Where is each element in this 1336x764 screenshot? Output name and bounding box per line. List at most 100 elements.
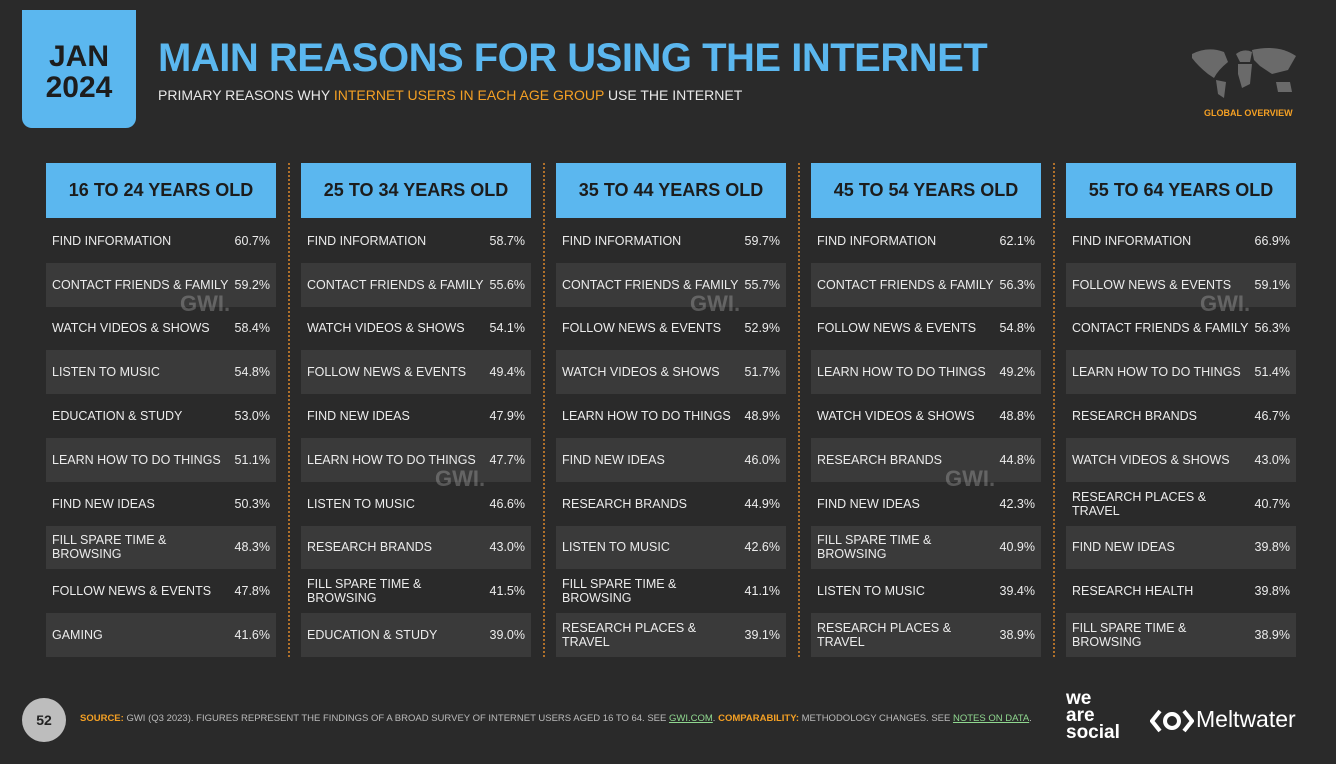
table-row: FIND INFORMATION 60.7%	[46, 219, 276, 263]
comparability-text: METHODOLOGY CHANGES. SEE	[801, 713, 951, 724]
row-value: 42.3%	[999, 496, 1035, 511]
table-row: CONTACT FRIENDS & FAMILY 59.2%	[46, 262, 276, 307]
watermark: GWI.	[180, 290, 231, 316]
world-map-icon	[1192, 48, 1296, 98]
row-label: FIND INFORMATION	[562, 233, 682, 248]
row-label: LEARN HOW TO DO THINGS	[562, 409, 731, 424]
column-separator	[543, 163, 545, 657]
row-label: RESEARCH PLACES & TRAVEL	[817, 621, 952, 650]
column-heading: 35 TO 44 YEARS OLD	[556, 163, 786, 218]
row-value: 54.8%	[999, 321, 1035, 336]
row-label: FOLLOW NEWS & EVENTS	[562, 321, 722, 336]
row-value: 54.1%	[489, 321, 525, 336]
row-value: 40.7%	[1254, 496, 1290, 511]
row-label: FILL SPARE TIME & BROWSING	[817, 533, 932, 562]
row-label: EDUCATION & STUDY	[52, 409, 183, 424]
row-label: LEARN HOW TO DO THINGS	[52, 452, 221, 467]
table-row: FOLLOW NEWS & EVENTS 47.8%	[46, 569, 276, 613]
row-label: FOLLOW NEWS & EVENTS	[817, 321, 977, 336]
source-label: SOURCE:	[80, 713, 124, 724]
row-label: FOLLOW NEWS & EVENTS	[52, 584, 212, 599]
column-heading: 45 TO 54 YEARS OLD	[811, 163, 1041, 218]
row-label: WATCH VIDEOS & SHOWS	[307, 321, 465, 336]
row-label: LISTEN TO MUSIC	[817, 584, 925, 599]
page-number: 52	[22, 698, 66, 742]
logo-line: social	[1066, 722, 1120, 743]
table-row: FILL SPARE TIME & BROWSING 40.9%	[811, 525, 1041, 570]
row-value: 41.1%	[744, 584, 780, 599]
table-row: FILL SPARE TIME & BROWSING 41.5%	[301, 569, 531, 613]
row-value: 42.6%	[744, 540, 780, 555]
row-label: LISTEN TO MUSIC	[52, 365, 160, 380]
row-value: 59.2%	[234, 277, 270, 292]
table-row: CONTACT FRIENDS & FAMILY 55.6%	[301, 262, 531, 307]
row-label: LEARN HOW TO DO THINGS	[307, 452, 476, 467]
row-label: LEARN HOW TO DO THINGS	[1072, 365, 1241, 380]
row-label: RESEARCH BRANDS	[562, 496, 688, 511]
source-link[interactable]: GWI.COM	[668, 713, 713, 724]
row-value: 39.0%	[489, 628, 525, 643]
table-row: CONTACT FRIENDS & FAMILY 55.7%	[556, 262, 786, 307]
notes-link[interactable]: NOTES ON DATA	[952, 713, 1030, 724]
row-label: RESEARCH HEALTH	[1072, 584, 1194, 599]
row-value: 48.8%	[999, 409, 1035, 424]
table-row: FIND NEW IDEAS 39.8%	[1066, 525, 1296, 570]
column-heading: 55 TO 64 YEARS OLD	[1066, 163, 1296, 218]
row-label: WATCH VIDEOS & SHOWS	[562, 365, 720, 380]
table-row: CONTACT FRIENDS & FAMILY 56.3%	[811, 262, 1041, 307]
table-row: EDUCATION & STUDY 53.0%	[46, 394, 276, 438]
row-label: FILL SPARE TIME & BROWSING	[562, 577, 677, 606]
table-row: EDUCATION & STUDY 39.0%	[301, 613, 531, 657]
row-label: WATCH VIDEOS & SHOWS	[52, 321, 210, 336]
table-row: RESEARCH PLACES & TRAVEL 39.1%	[556, 613, 786, 657]
table-row: FIND NEW IDEAS 46.0%	[556, 438, 786, 482]
row-value: 55.6%	[489, 277, 525, 292]
table-row: FIND INFORMATION 66.9%	[1066, 219, 1296, 263]
column-heading: 25 TO 34 YEARS OLD	[301, 163, 531, 218]
row-label: FOLLOW NEWS & EVENTS	[307, 365, 467, 380]
table-row: WATCH VIDEOS & SHOWS 58.4%	[46, 307, 276, 351]
table-row: GAMING 41.6%	[46, 613, 276, 657]
table-row: RESEARCH BRANDS 46.7%	[1066, 394, 1296, 438]
row-label: GAMING	[52, 628, 103, 643]
row-label: FOLLOW NEWS & EVENTS	[1072, 277, 1232, 292]
row-value: 58.7%	[489, 233, 525, 248]
table-row: FIND INFORMATION 62.1%	[811, 219, 1041, 263]
row-value: 39.8%	[1254, 584, 1290, 599]
row-value: 44.8%	[999, 452, 1035, 467]
row-label: RESEARCH BRANDS	[307, 540, 433, 555]
table-row: FIND NEW IDEAS 42.3%	[811, 482, 1041, 526]
row-value: 38.9%	[1254, 628, 1290, 643]
row-label: CONTACT FRIENDS & FAMILY	[52, 277, 229, 292]
table-row: FOLLOW NEWS & EVENTS 59.1%	[1066, 262, 1296, 307]
we-are-social-logo: we are social	[1066, 689, 1120, 743]
row-label: EDUCATION & STUDY	[307, 628, 438, 643]
row-value: 51.7%	[744, 365, 780, 380]
meltwater-icon	[1150, 709, 1194, 733]
row-value: 55.7%	[744, 277, 780, 292]
table-row: RESEARCH BRANDS 44.9%	[556, 482, 786, 526]
row-value: 46.0%	[744, 452, 780, 467]
table-row: FIND NEW IDEAS 50.3%	[46, 482, 276, 526]
row-label: WATCH VIDEOS & SHOWS	[817, 409, 975, 424]
row-value: 39.4%	[999, 584, 1035, 599]
row-value: 49.2%	[999, 365, 1035, 380]
logo-line: are	[1066, 705, 1095, 726]
row-value: 38.9%	[999, 628, 1035, 643]
row-value: 40.9%	[999, 540, 1035, 555]
row-value: 66.9%	[1254, 233, 1290, 248]
subtitle-end: USE THE INTERNET	[607, 87, 743, 103]
subtitle-start: PRIMARY REASONS WHY	[158, 87, 330, 103]
row-value: 48.9%	[744, 409, 780, 424]
table-row: FOLLOW NEWS & EVENTS 54.8%	[811, 307, 1041, 351]
row-label: FIND INFORMATION	[52, 233, 172, 248]
row-value: 60.7%	[234, 233, 270, 248]
table-row: LISTEN TO MUSIC 46.6%	[301, 482, 531, 526]
row-label: CONTACT FRIENDS & FAMILY	[817, 277, 994, 292]
row-value: 53.0%	[234, 409, 270, 424]
row-value: 46.6%	[489, 496, 525, 511]
meltwater-logo: Meltwater	[1196, 706, 1296, 732]
row-value: 51.1%	[234, 452, 270, 467]
subtitle: PRIMARY REASONS WHY INTERNET USERS IN EA…	[158, 87, 742, 103]
